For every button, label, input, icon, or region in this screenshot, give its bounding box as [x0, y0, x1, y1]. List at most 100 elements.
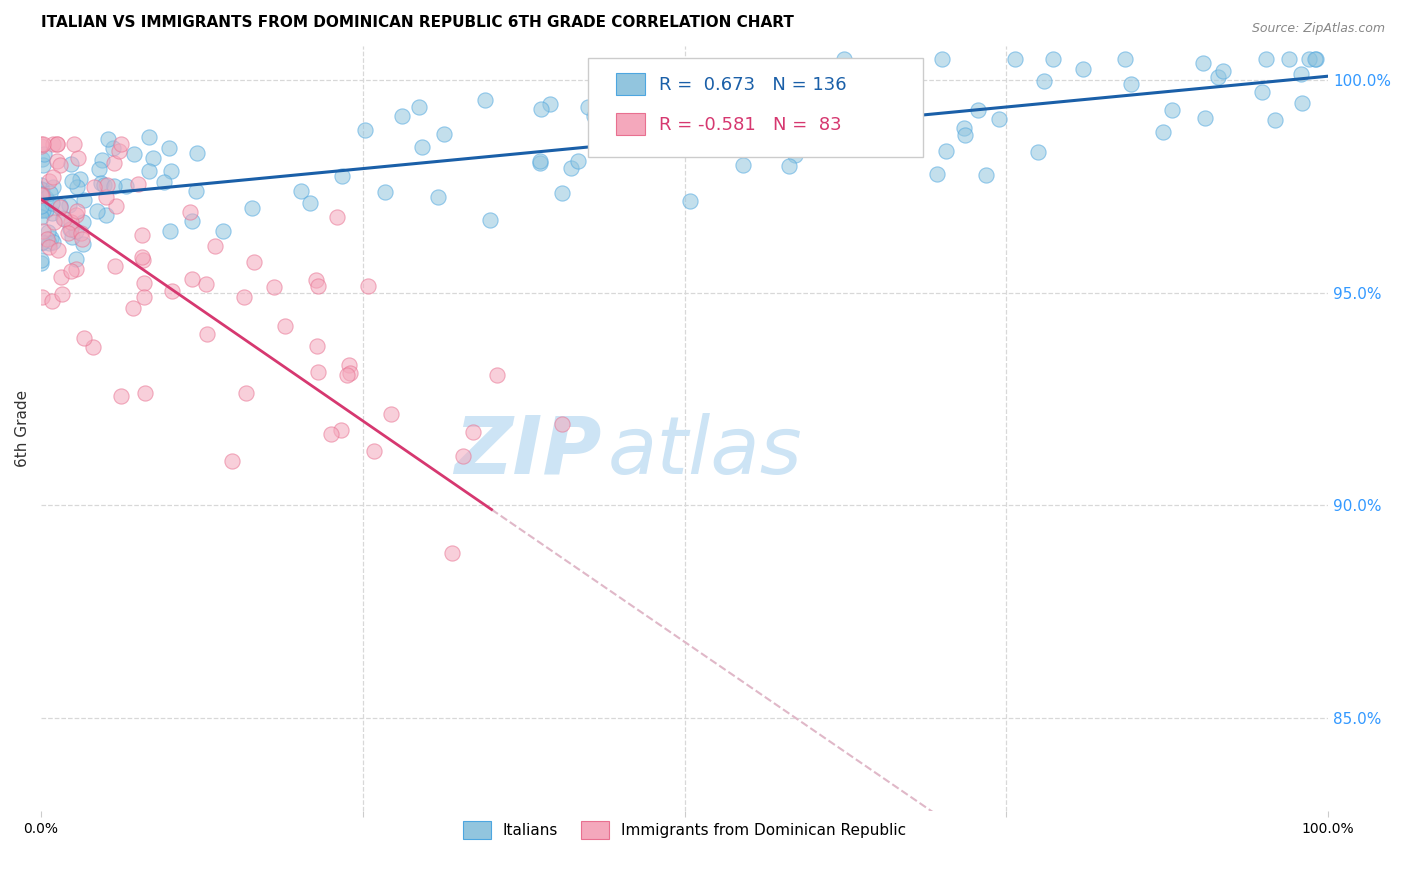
Point: [551, 186, 574, 201]
Point: [451, 449, 474, 463]
Point: [152, 175, 174, 189]
Point: [290, 185, 312, 199]
Point: [60, 229, 83, 244]
Point: [110, 137, 132, 152]
Point: [1194, 112, 1216, 126]
Point: [30, 198, 52, 212]
Point: [1114, 52, 1136, 66]
Point: [49, 157, 72, 171]
Point: [197, 326, 219, 341]
Point: [131, 227, 153, 242]
Point: [235, 386, 257, 401]
Point: [65, 261, 87, 276]
Point: [773, 102, 796, 116]
Point: [121, 301, 143, 316]
Text: Source: ZipAtlas.com: Source: ZipAtlas.com: [1251, 22, 1385, 36]
Point: [30, 203, 52, 218]
Point: [86, 203, 108, 218]
Point: [609, 101, 631, 115]
Point: [134, 386, 156, 401]
Point: [30, 138, 52, 153]
Point: [134, 290, 156, 304]
Legend: Italians, Immigrants from Dominican Republic: Italians, Immigrants from Dominican Repu…: [457, 814, 912, 846]
Point: [104, 259, 127, 273]
Point: [585, 117, 607, 131]
Point: [66, 204, 89, 219]
Point: [101, 141, 124, 155]
Point: [72, 215, 94, 229]
Point: [931, 52, 953, 66]
Point: [433, 127, 456, 141]
Point: [1206, 70, 1229, 84]
Point: [1256, 52, 1278, 66]
Point: [38, 173, 60, 187]
Point: [105, 199, 128, 213]
Point: [93, 178, 115, 192]
Point: [162, 285, 184, 299]
Text: ITALIAN VS IMMIGRANTS FROM DOMINICAN REPUBLIC 6TH GRADE CORRELATION CHART: ITALIAN VS IMMIGRANTS FROM DOMINICAN REP…: [41, 15, 794, 30]
Point: [142, 151, 165, 165]
Point: [925, 167, 948, 181]
FancyBboxPatch shape: [616, 112, 645, 135]
Point: [212, 224, 235, 238]
Point: [411, 140, 433, 154]
Point: [184, 184, 207, 198]
Point: [32, 147, 55, 161]
Point: [440, 546, 463, 560]
Point: [48, 199, 70, 213]
Point: [87, 162, 110, 177]
Point: [35, 202, 58, 217]
Point: [478, 213, 501, 227]
Point: [1305, 52, 1327, 66]
Point: [337, 359, 360, 373]
Y-axis label: 6th Grade: 6th Grade: [15, 391, 30, 467]
Point: [837, 95, 859, 110]
Point: [1119, 77, 1142, 91]
Point: [1303, 52, 1326, 66]
Point: [1028, 145, 1050, 159]
Point: [42, 235, 65, 250]
Point: [31, 157, 53, 171]
Point: [30, 235, 52, 250]
Point: [263, 279, 285, 293]
Point: [298, 196, 321, 211]
Point: [1278, 52, 1301, 66]
Point: [651, 136, 673, 151]
Point: [62, 137, 84, 152]
Point: [953, 128, 976, 142]
Point: [821, 139, 844, 153]
Point: [122, 147, 145, 161]
Point: [1071, 62, 1094, 76]
Point: [65, 252, 87, 266]
Text: atlas: atlas: [607, 413, 803, 491]
Point: [30, 182, 52, 196]
Point: [1161, 103, 1184, 117]
Point: [30, 137, 52, 152]
Point: [988, 112, 1011, 126]
Point: [66, 151, 89, 165]
Point: [232, 290, 254, 304]
Point: [485, 368, 508, 383]
Point: [103, 156, 125, 170]
Point: [221, 454, 243, 468]
Point: [1152, 125, 1174, 139]
Point: [31, 235, 53, 249]
Point: [97, 131, 120, 145]
Point: [46, 137, 69, 152]
Point: [1192, 55, 1215, 70]
Point: [31, 203, 53, 218]
Point: [31, 290, 53, 304]
Point: [32, 137, 55, 152]
Text: R =  0.673   N = 136: R = 0.673 N = 136: [659, 76, 846, 94]
Point: [870, 91, 893, 105]
Point: [73, 331, 96, 345]
Point: [69, 171, 91, 186]
Point: [1212, 63, 1234, 78]
Point: [332, 169, 354, 183]
Point: [45, 137, 67, 152]
Point: [474, 93, 496, 107]
Point: [31, 183, 53, 197]
Point: [576, 100, 599, 114]
Point: [688, 121, 710, 136]
Point: [58, 221, 80, 235]
